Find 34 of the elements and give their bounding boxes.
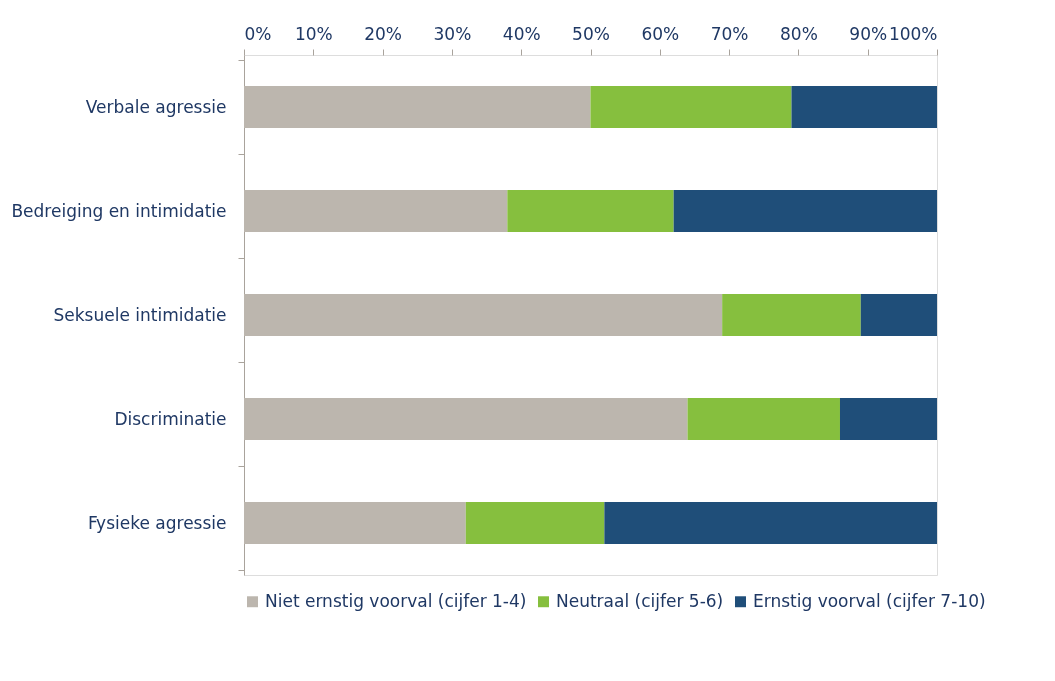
- bar: [604, 502, 937, 544]
- x-tick-label: 0%: [244, 23, 272, 44]
- x-tick-label: 50%: [572, 23, 610, 44]
- x-tick-label: 20%: [364, 23, 402, 44]
- bar: [244, 398, 688, 440]
- bar: [244, 294, 723, 336]
- y-tick-label: Fysieke agressie: [87, 512, 227, 533]
- bar: [507, 190, 674, 232]
- x-tick-label: 40%: [502, 23, 541, 44]
- x-tick-label: 80%: [780, 23, 818, 44]
- bar: [465, 502, 605, 544]
- y-tick-label: Verbale agressie: [85, 96, 227, 117]
- x-tick-label: 60%: [641, 23, 680, 44]
- y-tick-label: Seksuele intimidatie: [53, 304, 227, 325]
- bar: [244, 502, 466, 544]
- bar: [687, 398, 840, 440]
- bar: [791, 86, 937, 128]
- x-tick-label: 100%: [888, 23, 938, 44]
- bar: [722, 294, 861, 336]
- bar: [860, 294, 937, 336]
- bar: [839, 398, 937, 440]
- x-tick-label: 30%: [433, 23, 472, 44]
- bar: [244, 190, 508, 232]
- y-tick-label: Discriminatie: [114, 408, 227, 429]
- legend-label: Ernstig voorval (cijfer 7-10): [753, 590, 986, 611]
- bar: [673, 190, 937, 232]
- x-tick-label: 70%: [710, 23, 749, 44]
- x-tick-label: 10%: [294, 23, 333, 44]
- bar: [590, 86, 792, 128]
- bar: [244, 86, 591, 128]
- legend-label: Neutraal (cijfer 5-6): [556, 590, 724, 611]
- x-tick-label: 90%: [849, 23, 888, 44]
- legend-label: Niet ernstig voorval (cijfer 1-4): [265, 590, 527, 611]
- y-tick-label: Bedreiging en intimidatie: [11, 200, 227, 221]
